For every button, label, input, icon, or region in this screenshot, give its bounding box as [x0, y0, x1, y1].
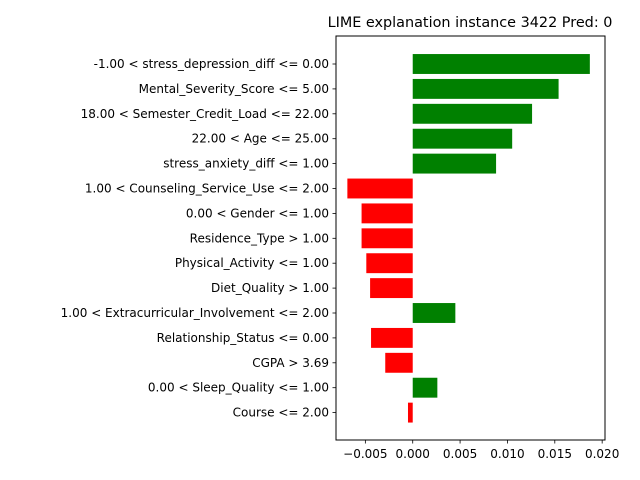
y-tick-label: Course <= 2.00 [233, 406, 329, 420]
bar [361, 203, 413, 224]
bar [412, 54, 590, 74]
y-tick-label: 1.00 < Counseling_Service_Use <= 2.00 [85, 182, 329, 196]
bar [371, 327, 413, 348]
y-tick-label: 22.00 < Age <= 25.00 [192, 132, 329, 146]
y-tick-label: -1.00 < stress_depression_diff <= 0.00 [94, 57, 329, 71]
plot-frame [335, 35, 606, 441]
x-tick-label: 0.020 [585, 447, 619, 461]
bar [370, 278, 413, 299]
y-tick-label: Diet_Quality > 1.00 [211, 281, 329, 295]
bar [412, 103, 533, 124]
bars-group [347, 54, 590, 423]
y-tick-labels: -1.00 < stress_depression_diff <= 0.00 Me… [61, 57, 336, 420]
bar [412, 128, 513, 149]
bar [361, 228, 413, 249]
bar [347, 178, 413, 199]
x-tick-label: 0.005 [443, 447, 477, 461]
bar [412, 377, 438, 398]
bar [385, 352, 413, 373]
y-tick-label: 0.00 < Sleep_Quality <= 1.00 [148, 381, 329, 395]
bar [366, 253, 413, 274]
y-tick-label: Mental_Severity_Score <= 5.00 [139, 82, 329, 96]
y-tick-label: Relationship_Status <= 0.00 [157, 331, 329, 345]
y-tick-label: Physical_Activity <= 1.00 [175, 256, 329, 270]
x-axis: −0.005 0.000 0.005 0.010 0.015 0.020 [343, 440, 619, 461]
chart-title: LIME explanation instance 3422 Pred: 0 [328, 15, 613, 31]
bar [412, 303, 456, 323]
y-tick-label: stress_anxiety_diff <= 1.00 [163, 157, 329, 171]
y-tick-label: 0.00 < Gender <= 1.00 [186, 206, 329, 220]
bar [407, 402, 413, 423]
y-tick-label: CGPA > 3.69 [252, 356, 329, 370]
x-tick-label: 0.015 [538, 447, 572, 461]
y-tick-label: Residence_Type > 1.00 [190, 231, 329, 245]
x-tick-label: 0.010 [490, 447, 524, 461]
x-tick-label: −0.005 [343, 447, 387, 461]
x-tick-label: 0.000 [396, 447, 430, 461]
bar [412, 153, 497, 174]
y-tick-label: 18.00 < Semester_Credit_Load <= 22.00 [81, 107, 329, 121]
y-tick-label: 1.00 < Extracurricular_Involvement <= 2.… [61, 306, 329, 320]
bar [412, 78, 559, 99]
